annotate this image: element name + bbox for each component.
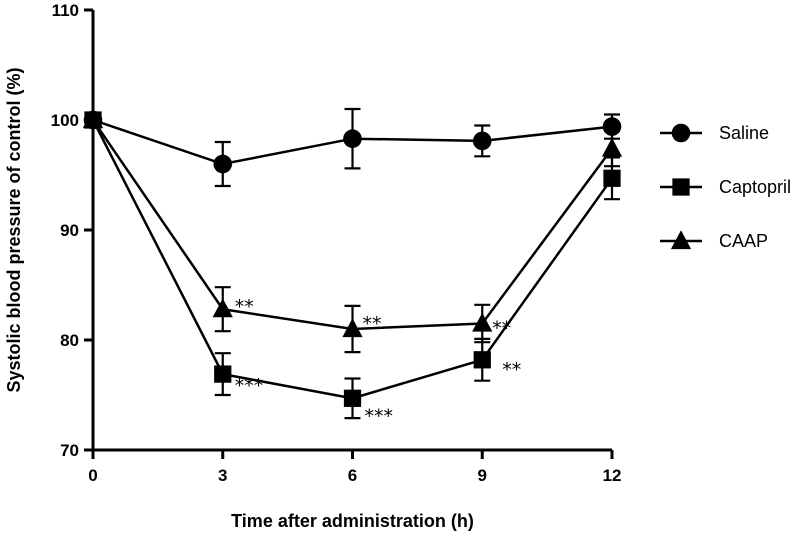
data-point-captopril (603, 169, 621, 187)
data-point-saline (213, 154, 233, 174)
legend-marker-square (672, 178, 690, 196)
data-point-caap (342, 318, 363, 338)
x-tick-label: 9 (478, 466, 487, 485)
legend-label: Saline (719, 123, 769, 143)
data-point-caap (212, 298, 233, 318)
x-axis-title: Time after administration (h) (231, 511, 474, 531)
legend-label: CAAP (719, 231, 768, 251)
x-tick-label: 6 (348, 466, 357, 485)
y-tick-label: 110 (52, 1, 79, 20)
x-ticks: 0 3 6 9 12 (88, 450, 621, 485)
legend-label: Captopril (719, 177, 791, 197)
series-layer: ************ ** (82, 107, 623, 427)
legend-marker-triangle (670, 230, 692, 250)
series-captopril: ******** (84, 111, 621, 427)
legend: Saline Captopril CAAP (660, 123, 791, 251)
data-point-captopril (473, 351, 491, 369)
data-point-captopril (214, 365, 232, 383)
legend-item-captopril: Captopril (660, 177, 791, 197)
data-point-caap (472, 312, 493, 332)
x-tick-label: 0 (88, 466, 97, 485)
data-point-caap (601, 137, 623, 157)
data-point-caap (82, 109, 104, 129)
legend-item-saline: Saline (660, 123, 769, 143)
data-point-saline (472, 131, 492, 151)
series-saline (83, 107, 622, 188)
significance-label: ** (502, 359, 521, 381)
data-point-captopril (343, 389, 362, 407)
y-tick-label: 100 (51, 111, 79, 130)
legend-marker-circle (671, 123, 691, 143)
data-point-saline (343, 129, 362, 148)
significance-label: ** (363, 313, 382, 335)
y-tick-label: 70 (60, 441, 79, 460)
significance-label: ** (492, 318, 511, 340)
y-tick-label: 90 (60, 221, 79, 240)
y-axis-title: Systolic blood pressure of control (%) (4, 67, 24, 392)
significance-label: *** (235, 375, 264, 397)
y-ticks: 70 80 90 100 110 (51, 1, 93, 460)
legend-item-caap: CAAP (660, 230, 768, 251)
x-tick-label: 3 (218, 466, 227, 485)
x-tick-label: 12 (603, 466, 622, 485)
significance-label: *** (365, 405, 394, 427)
y-tick-label: 80 (60, 331, 79, 350)
series-caap: ** ** ** (82, 109, 623, 354)
significance-label: ** (235, 296, 254, 318)
